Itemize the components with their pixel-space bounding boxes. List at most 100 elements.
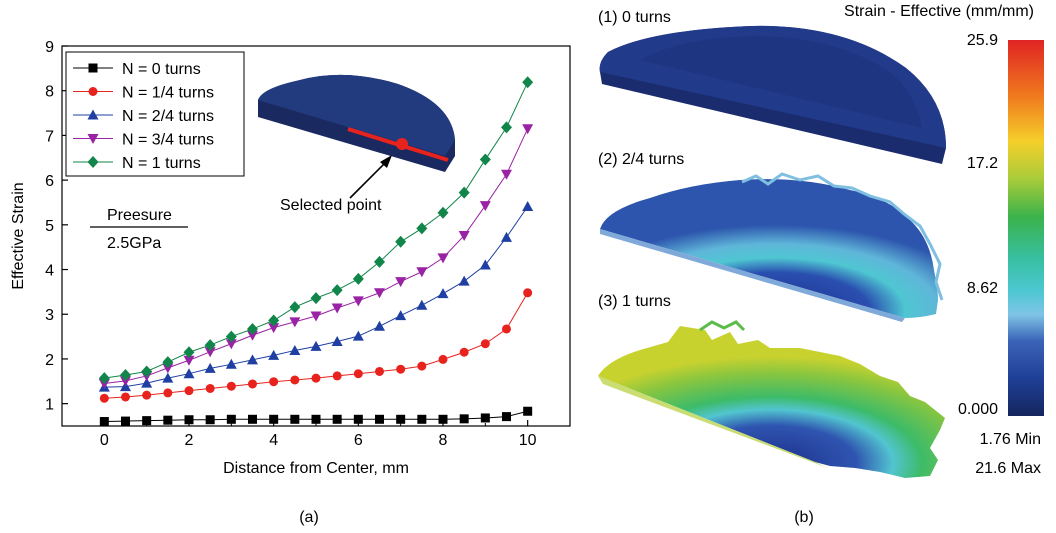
data-point bbox=[523, 288, 533, 298]
data-point bbox=[205, 383, 215, 393]
data-point bbox=[99, 393, 109, 403]
data-point bbox=[99, 417, 109, 427]
data-point bbox=[184, 415, 194, 425]
data-point bbox=[395, 310, 407, 321]
data-point bbox=[226, 414, 236, 424]
data-point bbox=[522, 200, 534, 211]
data-point bbox=[458, 231, 470, 242]
data-point bbox=[375, 414, 384, 424]
y-axis-title: Effective Strain bbox=[10, 182, 27, 289]
data-point bbox=[501, 231, 512, 242]
x-tick-label: 4 bbox=[269, 432, 278, 449]
data-point bbox=[204, 339, 216, 352]
legend-marker bbox=[88, 87, 98, 96]
data-point bbox=[141, 377, 153, 388]
data-point bbox=[141, 365, 153, 378]
data-point bbox=[374, 255, 385, 268]
inset-disc-top bbox=[258, 74, 455, 156]
pressure-label: Preesure bbox=[107, 207, 172, 224]
data-point bbox=[225, 358, 237, 369]
series-group bbox=[98, 76, 534, 427]
data-point bbox=[247, 354, 258, 365]
data-point bbox=[268, 323, 280, 334]
data-point bbox=[205, 415, 215, 425]
legend-marker bbox=[87, 109, 99, 120]
colorbar-tick-3: 8.62 bbox=[967, 280, 998, 297]
data-point bbox=[310, 311, 322, 322]
data-point bbox=[501, 169, 512, 180]
data-point bbox=[289, 344, 301, 355]
data-point bbox=[417, 414, 427, 424]
series-1 bbox=[99, 288, 533, 403]
data-point bbox=[311, 373, 321, 383]
colorbar-tick-min: 0.000 bbox=[958, 401, 998, 418]
data-point bbox=[480, 413, 490, 423]
data-point bbox=[331, 336, 343, 347]
data-point bbox=[352, 296, 364, 307]
legend-label: N = 0 turns bbox=[122, 61, 201, 78]
data-point bbox=[248, 379, 257, 389]
pressure-value: 2.5GPa bbox=[107, 235, 161, 252]
data-point bbox=[311, 414, 321, 424]
effective-strain-chart: Distance from Center, mm Effective Strai… bbox=[10, 39, 571, 526]
panel-a-label: (a) bbox=[299, 509, 319, 526]
data-point bbox=[352, 272, 364, 285]
data-point bbox=[226, 381, 236, 391]
data-point bbox=[522, 124, 534, 135]
data-point bbox=[458, 186, 470, 199]
data-point bbox=[184, 386, 194, 396]
data-point bbox=[290, 375, 300, 385]
y-tick-label: 5 bbox=[45, 218, 54, 235]
data-point bbox=[458, 275, 470, 286]
data-point bbox=[437, 206, 449, 219]
data-point bbox=[331, 284, 343, 297]
colorbar bbox=[1008, 40, 1044, 416]
data-point bbox=[459, 414, 469, 424]
selected-point-arrow bbox=[349, 159, 389, 199]
arrow-head-icon bbox=[380, 155, 392, 168]
x-tick-label: 10 bbox=[519, 432, 537, 449]
legend-marker bbox=[88, 63, 98, 73]
y-tick-label: 4 bbox=[45, 263, 54, 280]
specimen-inset: Selected point bbox=[258, 74, 455, 214]
data-point bbox=[289, 317, 301, 328]
panel-b-label: (b) bbox=[794, 509, 814, 526]
data-point bbox=[395, 235, 407, 248]
data-point bbox=[247, 330, 258, 341]
y-tick-label: 6 bbox=[45, 173, 54, 190]
y-tick-label: 7 bbox=[45, 128, 54, 145]
data-point bbox=[437, 253, 449, 264]
data-point bbox=[183, 368, 195, 379]
colorbar-tick-max: 25.9 bbox=[967, 32, 998, 49]
data-point bbox=[332, 371, 342, 381]
y-tick-label: 9 bbox=[45, 39, 54, 56]
x-tick-label: 0 bbox=[100, 432, 109, 449]
data-point bbox=[522, 76, 534, 89]
data-point bbox=[142, 390, 152, 400]
data-point bbox=[416, 299, 428, 310]
contour-title-1-turns: (3) 1 turns bbox=[598, 293, 671, 310]
y-tick-label: 3 bbox=[45, 307, 54, 324]
contour-disc-0-turns bbox=[599, 25, 946, 165]
legend: N = 0 turns N = 1/4 turns N = 2/4 turns N =… bbox=[65, 51, 245, 177]
y-tick-label: 2 bbox=[45, 352, 54, 369]
x-tick-label: 6 bbox=[354, 432, 363, 449]
data-point bbox=[353, 369, 363, 379]
x-tick-label: 8 bbox=[439, 432, 448, 449]
data-point bbox=[479, 201, 491, 212]
data-point bbox=[121, 392, 130, 402]
data-point bbox=[396, 414, 406, 424]
data-point bbox=[162, 372, 174, 383]
data-point bbox=[310, 340, 322, 351]
data-point bbox=[163, 415, 173, 425]
data-point bbox=[396, 364, 406, 374]
data-point bbox=[120, 376, 131, 387]
selected-point-marker bbox=[396, 138, 408, 150]
data-point bbox=[310, 292, 322, 305]
data-point bbox=[121, 416, 130, 426]
contour-title-0-turns: (1) 0 turns bbox=[598, 9, 671, 26]
legend-marker bbox=[87, 134, 99, 144]
data-point bbox=[290, 414, 300, 424]
y-tick-label: 1 bbox=[45, 397, 54, 414]
